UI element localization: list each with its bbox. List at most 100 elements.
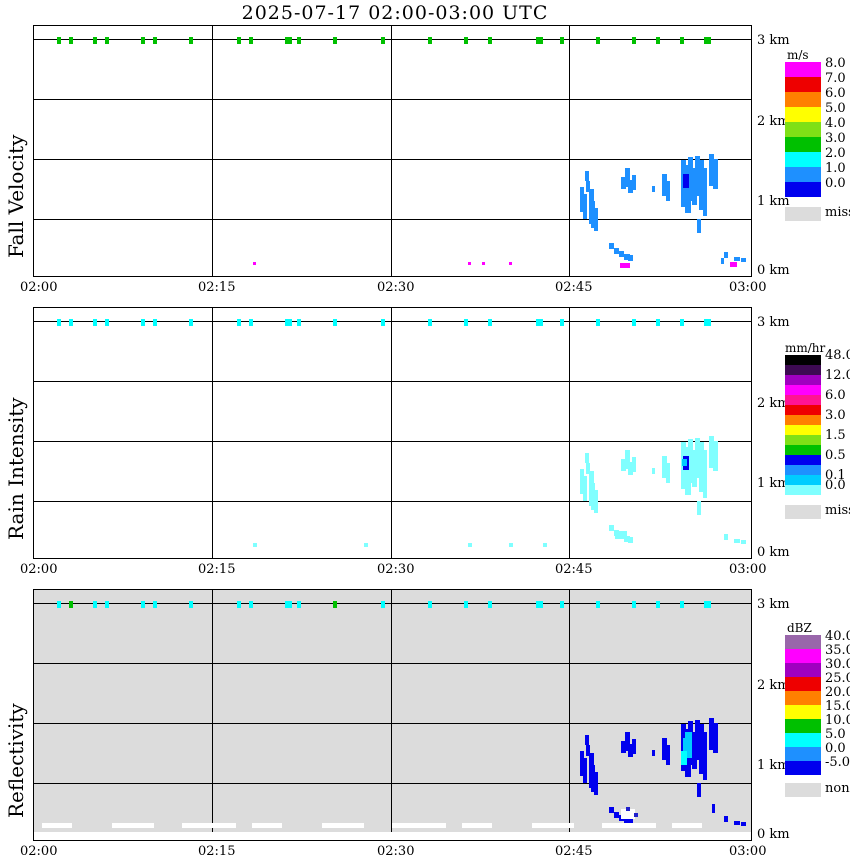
top-row-marker — [632, 601, 637, 608]
gridline-v — [569, 26, 570, 276]
colorbar-swatch — [785, 62, 821, 77]
top-row-marker — [152, 601, 157, 608]
echo-column — [702, 731, 707, 781]
top-row-marker — [104, 37, 109, 44]
top-row-marker — [56, 37, 61, 44]
top-row-marker — [188, 37, 193, 44]
echo-column — [699, 442, 705, 492]
top-row-marker — [632, 319, 637, 326]
colorbar-unit-label: dBZ — [787, 621, 812, 635]
no-data-band — [182, 823, 236, 829]
colorbar-swatch — [785, 663, 821, 677]
echo-tail — [741, 822, 747, 827]
top-row-marker — [68, 319, 73, 326]
colorbar-swatch — [785, 719, 821, 733]
colorbar-swatch — [785, 691, 821, 705]
echo-column — [652, 749, 656, 756]
colorbar-tick-label: 35.0 — [825, 643, 850, 658]
echo-column — [665, 463, 670, 483]
xtick-0300: 03:00 — [729, 280, 767, 295]
ytick-0km: 0 km — [757, 263, 790, 278]
top-row-marker — [380, 319, 385, 326]
gridline-h — [34, 219, 751, 220]
echo-column — [579, 750, 584, 776]
colorbar-tick-label: 48.0 — [825, 348, 850, 363]
xtick-0245: 02:45 — [555, 280, 593, 295]
echo-column — [699, 724, 705, 774]
colorbar-tick-label: 0.5 — [825, 448, 846, 463]
colorbar-swatch — [785, 405, 821, 415]
colorbar-tick-label: 0.0 — [825, 478, 846, 493]
xtick-0300: 03:00 — [729, 844, 767, 859]
echo-tail — [724, 252, 729, 259]
colorbar-swatch — [785, 455, 821, 465]
echo-column — [697, 501, 702, 515]
xtick-0245: 02:45 — [555, 562, 593, 577]
colorbar-tick-label: 2.0 — [825, 146, 846, 161]
top-row-marker — [656, 319, 661, 326]
gridline-h — [34, 501, 751, 502]
colorbar-swatch — [785, 395, 821, 405]
no-data-band — [392, 823, 446, 829]
panel-label-fall-velocity: Fall Velocity — [4, 134, 28, 258]
top-row-marker — [140, 319, 145, 326]
no-data-band — [621, 808, 636, 819]
echo-column — [697, 783, 702, 797]
colorbar-tick-label: 40.0 — [825, 629, 850, 644]
plot-area-fall-velocity[interactable] — [33, 25, 752, 277]
colorbar-missing-label: miss — [825, 205, 850, 220]
surface-marker — [253, 543, 258, 548]
colorbar-tick-label: 0.0 — [825, 176, 846, 191]
xtick-0215: 02:15 — [198, 844, 236, 859]
echo-tail — [613, 247, 619, 254]
top-row-marker — [428, 37, 433, 44]
xtick-0230: 02:30 — [377, 280, 415, 295]
plot-area-reflectivity[interactable] — [33, 589, 752, 841]
echo-column — [661, 455, 667, 479]
echo-core — [682, 458, 688, 466]
top-row-marker — [296, 319, 301, 326]
echo-column — [631, 175, 636, 191]
echo-column — [665, 181, 670, 201]
top-row-marker — [560, 319, 565, 326]
colorbar-swatch — [785, 365, 821, 375]
colorbar-tick-label: -5.0 — [825, 755, 850, 770]
colorbar-missing-swatch — [785, 783, 821, 797]
top-row-marker — [536, 37, 544, 44]
colorbar-swatch — [785, 465, 821, 475]
echo-column — [585, 452, 590, 464]
gridline-h — [34, 159, 751, 160]
gridline-h — [34, 663, 751, 664]
plot-area-rain-intensity[interactable] — [33, 307, 752, 559]
surface-marker — [253, 262, 257, 266]
top-row-marker — [680, 601, 685, 608]
top-row-marker — [284, 37, 292, 44]
gridline-h — [34, 39, 751, 40]
echo-tail — [613, 811, 619, 818]
colorbar-swatch — [785, 167, 821, 182]
gridline-h — [34, 99, 751, 100]
echo-tail — [628, 819, 634, 825]
echo-tail — [741, 258, 747, 263]
colorbar-swatch — [785, 137, 821, 152]
echo-tail — [609, 807, 615, 814]
colorbar-swatch — [785, 635, 821, 649]
gridline-v — [569, 308, 570, 558]
colorbar-swatch — [785, 92, 821, 107]
top-row-marker — [596, 319, 601, 326]
top-row-marker — [596, 601, 601, 608]
top-row-marker — [560, 37, 565, 44]
echo-column — [625, 731, 631, 752]
surface-marker — [730, 262, 738, 268]
top-row-marker — [380, 601, 385, 608]
top-row-marker — [140, 37, 145, 44]
top-row-marker — [704, 37, 712, 44]
colorbar-tick-label: 3.0 — [825, 408, 846, 423]
echo-column — [702, 167, 707, 217]
colorbar-swatch — [785, 747, 821, 761]
top-row-marker — [464, 37, 469, 44]
gridline-v — [391, 590, 392, 840]
echo-column — [628, 461, 634, 476]
ytick-0km: 0 km — [757, 827, 790, 842]
echo-tail — [724, 816, 729, 823]
